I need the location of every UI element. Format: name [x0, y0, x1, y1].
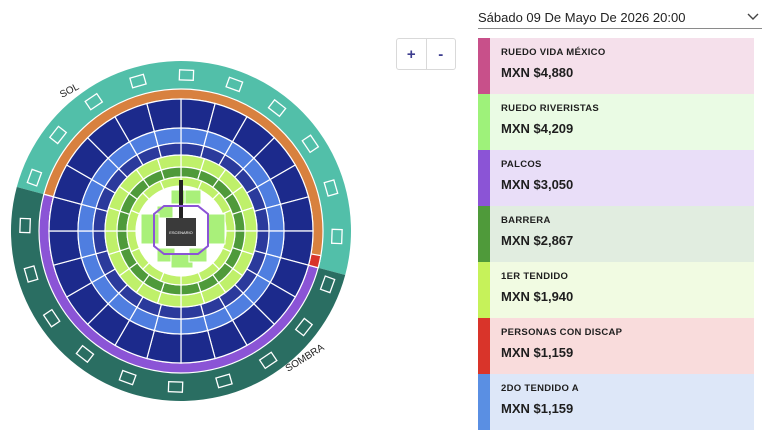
- palco-box: [19, 217, 32, 234]
- color-swatch: [478, 206, 490, 262]
- price-value: MXN $4,209: [501, 121, 574, 136]
- price-list: RUEDO VIDA MÉXICO MXN $4,880 RUEDO RIVER…: [478, 38, 754, 430]
- price-row-ruedo-riveristas[interactable]: RUEDO RIVERISTAS MXN $4,209: [478, 94, 754, 150]
- palco-box: [267, 98, 287, 118]
- seating-map[interactable]: SOL SOMBRA ESCENARIO: [0, 0, 370, 431]
- color-swatch: [478, 150, 490, 206]
- palco-box: [225, 76, 244, 93]
- palco-box: [129, 73, 147, 89]
- price-name: PALCOS: [501, 159, 542, 170]
- price-row-barrera[interactable]: BARRERA MXN $2,867: [478, 206, 754, 262]
- palco-box: [42, 308, 61, 328]
- zoom-out-button[interactable]: -: [425, 39, 456, 69]
- price-value: MXN $1,159: [501, 401, 574, 416]
- palco-box: [167, 380, 184, 393]
- date-select-value: Sábado 09 De Mayo De 2026 20:00: [478, 9, 686, 25]
- chevron-down-icon: [744, 8, 762, 26]
- palco-box: [48, 125, 68, 145]
- palco-box: [84, 92, 104, 111]
- price-row-body: BARRERA MXN $2,867: [490, 206, 754, 262]
- date-select[interactable]: Sábado 09 De Mayo De 2026 20:00: [478, 6, 762, 29]
- zoom-in-button[interactable]: +: [406, 45, 416, 63]
- price-row-body: 1ER TENDIDO MXN $1,940: [490, 262, 754, 318]
- ruedo-vida-border: [153, 205, 209, 255]
- price-row-personas-con-discap[interactable]: PERSONAS CON DISCAP MXN $1,159: [478, 318, 754, 374]
- palco-box: [23, 265, 39, 283]
- stage-label: ESCENARIO: [169, 230, 193, 235]
- palco-box: [301, 134, 320, 154]
- stage: [166, 218, 196, 246]
- price-value: MXN $1,159: [501, 345, 574, 360]
- color-swatch: [478, 262, 490, 318]
- color-swatch: [478, 318, 490, 374]
- price-name: BARRERA: [501, 215, 551, 226]
- palco-box: [319, 275, 336, 294]
- price-row-body: RUEDO RIVERISTAS MXN $4,209: [490, 94, 754, 150]
- price-row-body: PERSONAS CON DISCAP MXN $1,159: [490, 318, 754, 374]
- sol-zone: [16, 60, 352, 275]
- price-name: 1ER TENDIDO: [501, 271, 569, 282]
- price-row-palcos[interactable]: PALCOS MXN $3,050: [478, 150, 754, 206]
- palco-box: [323, 179, 339, 197]
- price-value: MXN $1,940: [501, 289, 574, 304]
- sombra-zone: [11, 187, 346, 402]
- price-name: PERSONAS CON DISCAP: [501, 327, 623, 338]
- stage-runway: [179, 180, 183, 218]
- price-row-1er-tendido[interactable]: 1ER TENDIDO MXN $1,940: [478, 262, 754, 318]
- price-name: RUEDO VIDA MÉXICO: [501, 47, 606, 58]
- price-value: MXN $2,867: [501, 233, 574, 248]
- ruedo-block: [206, 213, 226, 245]
- palco-box: [178, 69, 195, 82]
- price-row-body: PALCOS MXN $3,050: [490, 150, 754, 206]
- color-swatch: [478, 374, 490, 430]
- price-value: MXN $4,880: [501, 65, 574, 80]
- palco-box: [75, 344, 95, 364]
- color-swatch: [478, 38, 490, 94]
- price-row-2do-tendido-a[interactable]: 2DO TENDIDO A MXN $1,159: [478, 374, 754, 430]
- price-row-body: 2DO TENDIDO A MXN $1,159: [490, 374, 754, 430]
- price-row-ruedo-vida-mexico[interactable]: RUEDO VIDA MÉXICO MXN $4,880: [478, 38, 754, 94]
- ruedo-block: [184, 189, 202, 205]
- zoom-controls: + -: [396, 38, 456, 70]
- price-row-body: RUEDO VIDA MÉXICO MXN $4,880: [490, 38, 754, 94]
- palco-box: [26, 168, 43, 187]
- price-name: RUEDO RIVERISTAS: [501, 103, 600, 114]
- price-name: 2DO TENDIDO A: [501, 383, 579, 394]
- palco-box: [330, 228, 343, 245]
- price-value: MXN $3,050: [501, 177, 574, 192]
- ruedo-block: [140, 213, 160, 245]
- palco-box: [215, 373, 233, 389]
- palco-box: [118, 369, 137, 386]
- palco-box: [258, 351, 278, 370]
- color-swatch: [478, 94, 490, 150]
- palco-box: [294, 317, 314, 337]
